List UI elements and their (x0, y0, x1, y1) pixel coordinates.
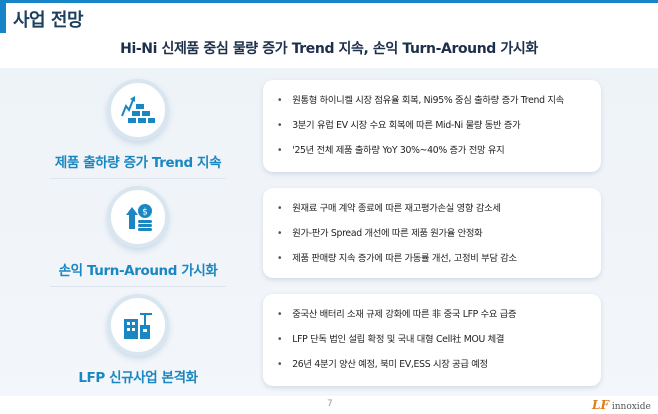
bullet-card: 원재료 구매 계약 종료에 따른 재고평가손실 영향 감소세 원가-판가 Spr… (263, 188, 601, 278)
divider (50, 178, 226, 179)
page-title: 사업 전망 (13, 10, 84, 31)
coins-growth-icon: $ (107, 186, 169, 248)
bullet-item: 제품 판매량 지속 증가에 따른 가동률 개선, 고정비 부담 감소 (277, 250, 601, 275)
bullet-item: 원재료 구매 계약 종료에 따른 재고평가손실 영향 감소세 (277, 200, 601, 225)
svg-text:$: $ (142, 208, 148, 218)
divider (50, 286, 226, 287)
top-accent-bar (0, 0, 658, 3)
title-accent-bar (0, 0, 6, 33)
bullet-item: 원통형 하이니켈 시장 점유율 회복, Ni95% 중심 출하량 증가 Tren… (277, 92, 601, 117)
section-label: 손익 Turn-Around 가시화 (58, 263, 218, 279)
company-logo: LF innoxide (592, 398, 651, 412)
bullet-card: 원통형 하이니켈 시장 점유율 회복, Ni95% 중심 출하량 증가 Tren… (263, 80, 601, 172)
bullet-item: 원가-판가 Spread 개선에 따른 제품 원가율 안정화 (277, 225, 601, 250)
bullet-item: 26년 4분기 양산 예정, 북미 EV,ESS 시장 공급 예정 (277, 356, 601, 381)
bullet-item: 중국산 배터리 소재 규제 강화에 따른 非 중국 LFP 수요 급증 (277, 306, 601, 331)
section-label: LFP 신규사업 본격화 (78, 370, 198, 386)
gold-bars-growth-icon (107, 79, 169, 141)
bullet-card: 중국산 배터리 소재 규제 강화에 따른 非 중국 LFP 수요 급증 LFP … (263, 294, 601, 386)
factory-building-icon (107, 294, 169, 356)
bullet-item: LFP 단독 법인 설립 확정 및 국내 대형 Cell社 MOU 체결 (277, 331, 601, 356)
page-subtitle: Hi-Ni 신제품 중심 물량 증가 Trend 지속, 손익 Turn-Aro… (120, 41, 538, 57)
bullet-item: 3분기 유럽 EV 시장 수요 회복에 따른 Mid-Ni 물량 동반 증가 (277, 117, 601, 142)
section-label: 제품 출하량 증가 Trend 지속 (54, 155, 222, 171)
page-number: 7 (327, 399, 333, 409)
bullet-item: '25년 전체 제품 출하량 YoY 30%~40% 증가 전망 유지 (277, 142, 601, 167)
